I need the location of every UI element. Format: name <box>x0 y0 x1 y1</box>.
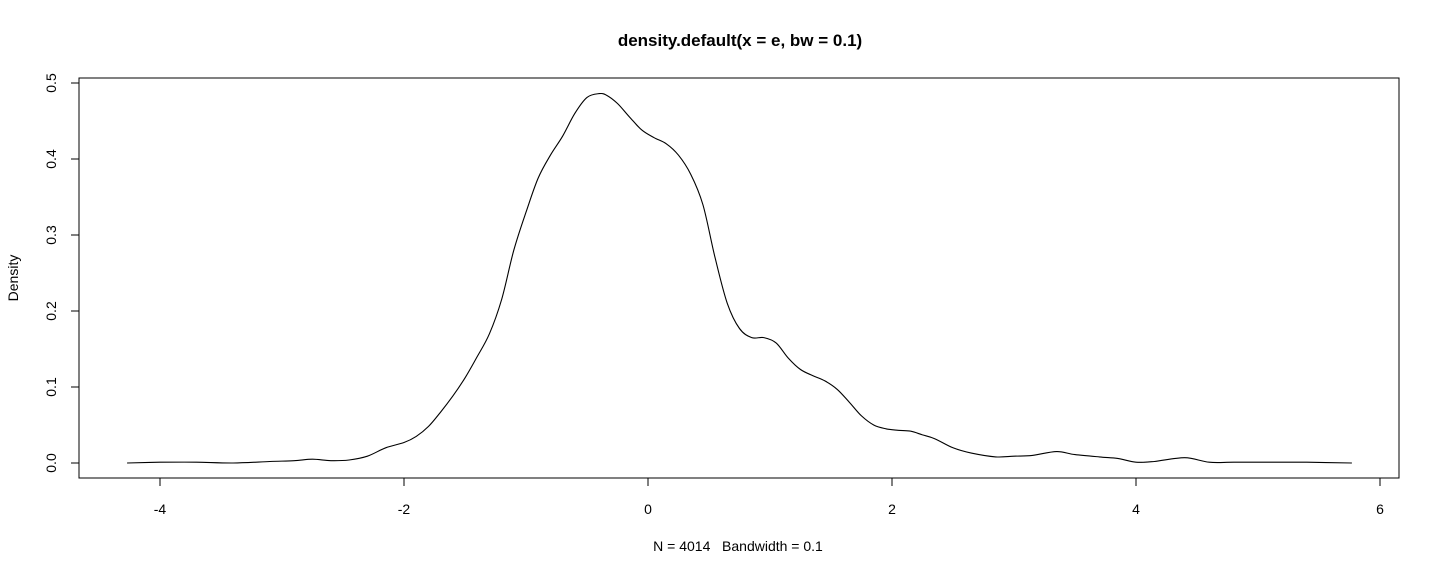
x-tick-label: 2 <box>888 501 896 517</box>
y-tick-label: 0.5 <box>43 73 59 93</box>
x-tick-label: -4 <box>154 501 167 517</box>
y-tick-label: 0.4 <box>43 149 59 169</box>
x-tick-label: -2 <box>398 501 411 517</box>
plot-frame <box>78 77 1400 479</box>
y-tick-label: 0.0 <box>43 453 59 473</box>
x-tick-label: 6 <box>1376 501 1384 517</box>
y-tick-label: 0.1 <box>43 377 59 397</box>
density-curve <box>127 92 1352 464</box>
x-axis-label: N = 4014 Bandwidth = 0.1 <box>653 538 823 554</box>
x-tick-label: 4 <box>1132 501 1140 517</box>
y-tick-label: 0.2 <box>43 301 59 321</box>
y-axis: 0.0 0.1 0.2 0.3 0.4 0.5 <box>43 73 80 473</box>
y-axis-label: Density <box>5 255 21 302</box>
x-axis: -4 -2 0 2 4 6 <box>154 477 1384 517</box>
x-tick-label: 0 <box>644 501 652 517</box>
y-tick-label: 0.3 <box>43 225 59 245</box>
chart-title: density.default(x = e, bw = 0.1) <box>618 31 862 50</box>
